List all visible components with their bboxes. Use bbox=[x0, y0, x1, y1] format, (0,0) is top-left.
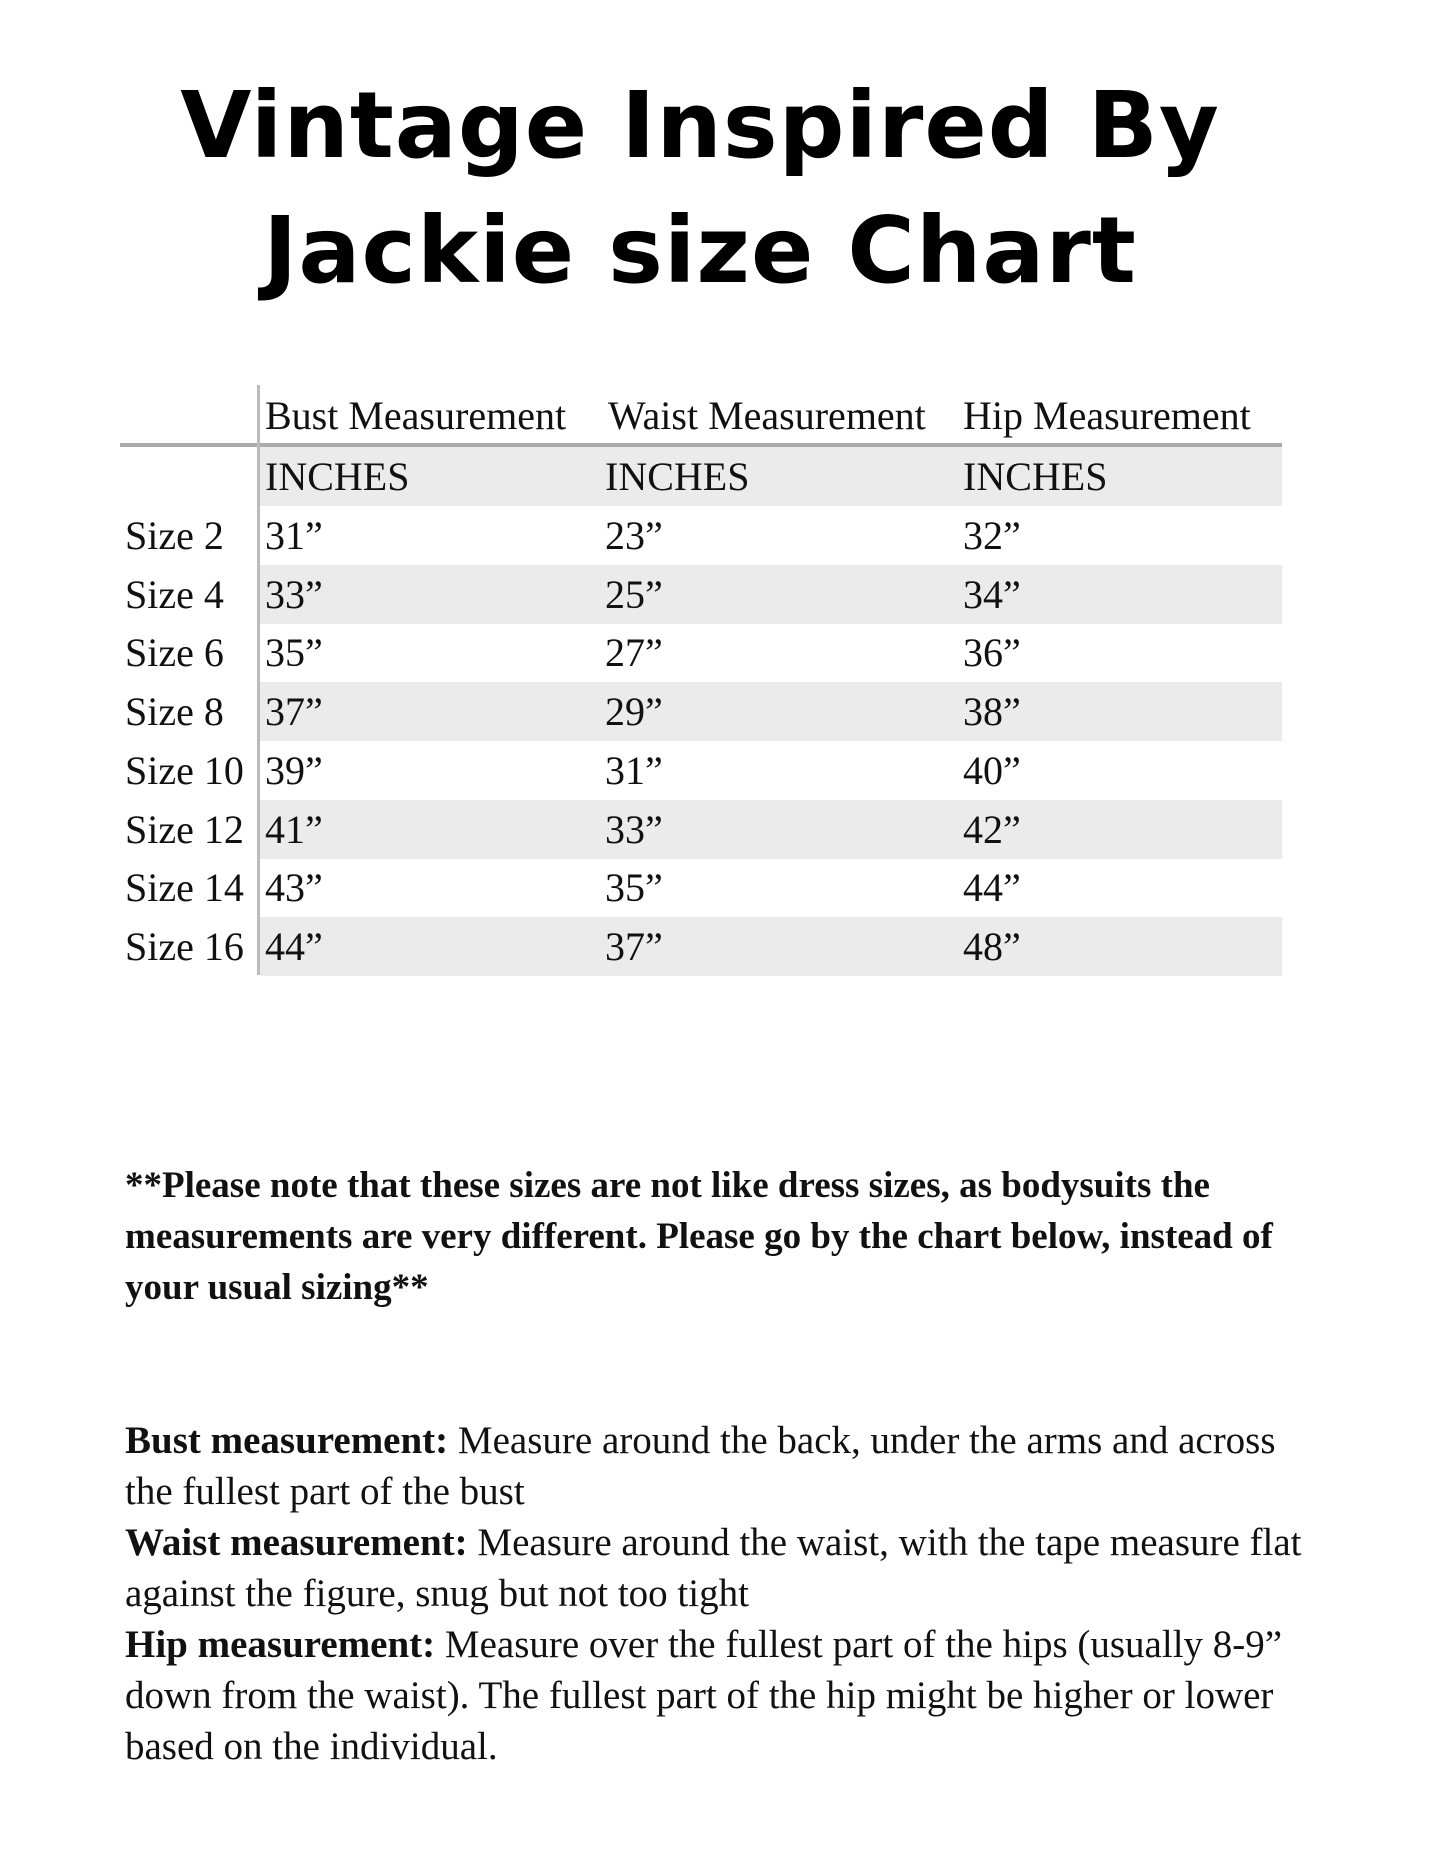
definition-term: Bust measurement: bbox=[125, 1419, 449, 1462]
size-label: Size 6 bbox=[125, 630, 224, 676]
bust-value: 37” bbox=[265, 689, 323, 735]
bust-value: 35” bbox=[265, 630, 323, 676]
unit-hip: INCHES bbox=[963, 454, 1108, 499]
size-label: Size 14 bbox=[125, 865, 244, 911]
measurement-definitions: Bust measurement: Measure around the bac… bbox=[125, 1415, 1325, 1772]
header-bust: Bust Measurement bbox=[265, 393, 567, 438]
waist-value: 25” bbox=[605, 571, 663, 617]
hip-value: 32” bbox=[963, 513, 1021, 558]
bust-value: 41” bbox=[265, 806, 323, 852]
header-waist: Waist Measurement bbox=[608, 393, 926, 438]
column-divider bbox=[257, 385, 260, 975]
table-row: Size 6 35” 27” 36” bbox=[120, 623, 1282, 682]
size-label: Size 8 bbox=[125, 689, 224, 735]
title-line-2: Jackie size Chart bbox=[263, 197, 1137, 304]
definition-term: Waist measurement: bbox=[125, 1521, 468, 1564]
size-label: Size 10 bbox=[125, 747, 244, 793]
waist-value: 29” bbox=[605, 689, 663, 735]
definition-waist: Waist measurement: Measure around the wa… bbox=[125, 1517, 1325, 1619]
bust-value: 31” bbox=[265, 513, 323, 558]
bust-value: 33” bbox=[265, 571, 323, 617]
size-label: Size 12 bbox=[125, 806, 244, 852]
table-header: Bust Measurement Waist Measurement Hip M… bbox=[120, 388, 1282, 443]
waist-value: 35” bbox=[605, 865, 663, 911]
header-hip: Hip Measurement bbox=[963, 393, 1251, 438]
table-row: Size 12 41” 33” 42” bbox=[120, 799, 1282, 859]
table-row: Size 14 43” 35” 44” bbox=[120, 858, 1282, 917]
waist-value: 23” bbox=[605, 513, 663, 558]
sizing-note: **Please note that these sizes are not l… bbox=[125, 1165, 1273, 1308]
definition-term: Hip measurement: bbox=[125, 1623, 436, 1666]
hip-value: 38” bbox=[963, 689, 1021, 735]
hip-value: 44” bbox=[963, 865, 1021, 911]
hip-value: 48” bbox=[963, 923, 1021, 969]
waist-value: 27” bbox=[605, 630, 663, 676]
bust-value: 39” bbox=[265, 747, 323, 793]
table-row: Size 4 33” 25” 34” bbox=[120, 564, 1282, 624]
size-label: Size 2 bbox=[125, 513, 224, 558]
unit-waist: INCHES bbox=[605, 454, 750, 499]
units-row: INCHES INCHES INCHES bbox=[120, 447, 1282, 506]
definition-hip: Hip measurement: Measure over the fulles… bbox=[125, 1619, 1325, 1772]
definition-text: Measure over the fullest part of the hip… bbox=[125, 1623, 1283, 1768]
definition-text: Measure around the back, under the arms … bbox=[125, 1419, 1276, 1513]
waist-value: 33” bbox=[605, 806, 663, 852]
waist-value: 31” bbox=[605, 747, 663, 793]
hip-value: 42” bbox=[963, 806, 1021, 852]
size-label: Size 4 bbox=[125, 571, 224, 617]
definition-bust: Bust measurement: Measure around the bac… bbox=[125, 1415, 1325, 1517]
table-row: Size 2 31” 23” 32” bbox=[120, 506, 1282, 565]
hip-value: 40” bbox=[963, 747, 1021, 793]
title-line-1: Vintage Inspired By bbox=[180, 72, 1220, 179]
hip-value: 34” bbox=[963, 571, 1021, 617]
header-rule bbox=[120, 443, 1282, 447]
hip-value: 36” bbox=[963, 630, 1021, 676]
size-label: Size 16 bbox=[125, 923, 244, 969]
definition-text: Measure around the waist, with the tape … bbox=[125, 1521, 1302, 1615]
bust-value: 44” bbox=[265, 923, 323, 969]
table-row: Size 10 39” 31” 40” bbox=[120, 741, 1282, 800]
unit-bust: INCHES bbox=[265, 454, 410, 499]
bust-value: 43” bbox=[265, 865, 323, 911]
table-row: Size 8 37” 29” 38” bbox=[120, 682, 1282, 742]
table-row: Size 16 44” 37” 48” bbox=[120, 916, 1282, 976]
waist-value: 37” bbox=[605, 923, 663, 969]
